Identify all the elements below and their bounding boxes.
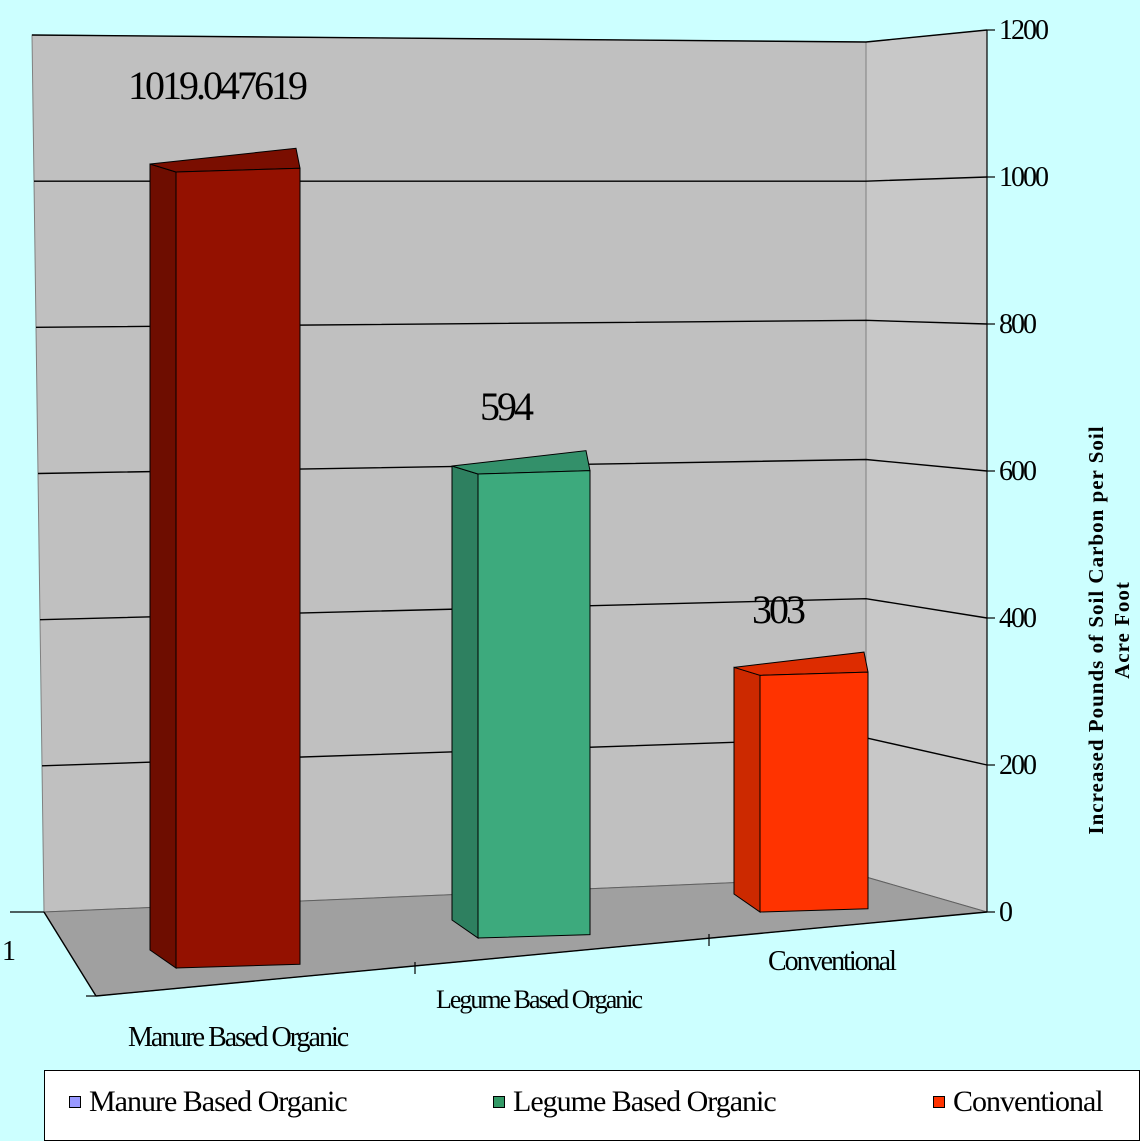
y-axis-title-line-2: Acre Foot: [1110, 581, 1134, 679]
legend-label-conventional: Conventional: [953, 1085, 1104, 1118]
labels: 0 200 400 600 800 1000 1200 1 1019.047619 Manure …: [2, 15, 1134, 1053]
y-tick-label: 400: [999, 603, 1036, 634]
bars: [149, 147, 869, 969]
y-tick-label: 600: [999, 456, 1036, 487]
x-axis-line: [95, 911, 988, 997]
y-tick-label: 200: [999, 750, 1036, 781]
legend: Manure Based Organic Legume Based Organi…: [44, 1070, 1140, 1141]
legend-swatch-conventional: [933, 1096, 945, 1108]
legend-item-legume: Legume Based Organic: [493, 1085, 777, 1119]
chart: 0 200 400 600 800 1000 1200 1 1019.047619 Manure …: [2, 15, 1134, 1053]
legend-swatch-manure: [69, 1096, 81, 1108]
legend-swatch-legume: [493, 1096, 505, 1108]
data-label: 1019.047619: [128, 63, 307, 108]
gridline: [34, 176, 988, 182]
y-tick-label: 1200: [999, 15, 1048, 46]
bar-side: [451, 465, 479, 939]
series-axis-label: 1: [2, 936, 16, 967]
gridline: [37, 458, 988, 475]
y-tick-label: 1000: [999, 162, 1048, 193]
data-label: 303: [752, 587, 805, 632]
legend-label-legume: Legume Based Organic: [513, 1085, 777, 1118]
legend-item-manure: Manure Based Organic: [69, 1085, 348, 1119]
gridline: [35, 319, 988, 329]
category-label: Conventional: [768, 946, 897, 977]
bar: [477, 470, 591, 939]
y-tick-label: 0: [999, 897, 1012, 928]
y-axis-title-line-1: Increased Pounds of Soil Carbon per Soil: [1084, 425, 1108, 834]
gridline: [31, 29, 988, 43]
bar: [759, 671, 869, 913]
depth-axis-line: [43, 911, 97, 997]
legend-label-manure: Manure Based Organic: [89, 1085, 348, 1118]
y-tick-label: 800: [999, 309, 1036, 340]
category-label: Manure Based Organic: [128, 1022, 349, 1053]
category-label: Legume Based Organic: [436, 985, 642, 1014]
gridline: [39, 597, 988, 621]
data-label: 594: [480, 384, 534, 429]
bar-side: [149, 163, 177, 969]
bar: [175, 167, 301, 969]
legend-item-conventional: Conventional: [933, 1085, 1104, 1119]
axes: [10, 29, 995, 997]
side-wall: [865, 29, 988, 913]
bar-side: [733, 666, 761, 913]
